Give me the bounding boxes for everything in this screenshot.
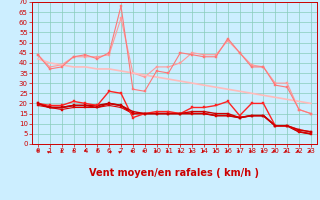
X-axis label: Vent moyen/en rafales ( km/h ): Vent moyen/en rafales ( km/h )	[89, 168, 260, 178]
